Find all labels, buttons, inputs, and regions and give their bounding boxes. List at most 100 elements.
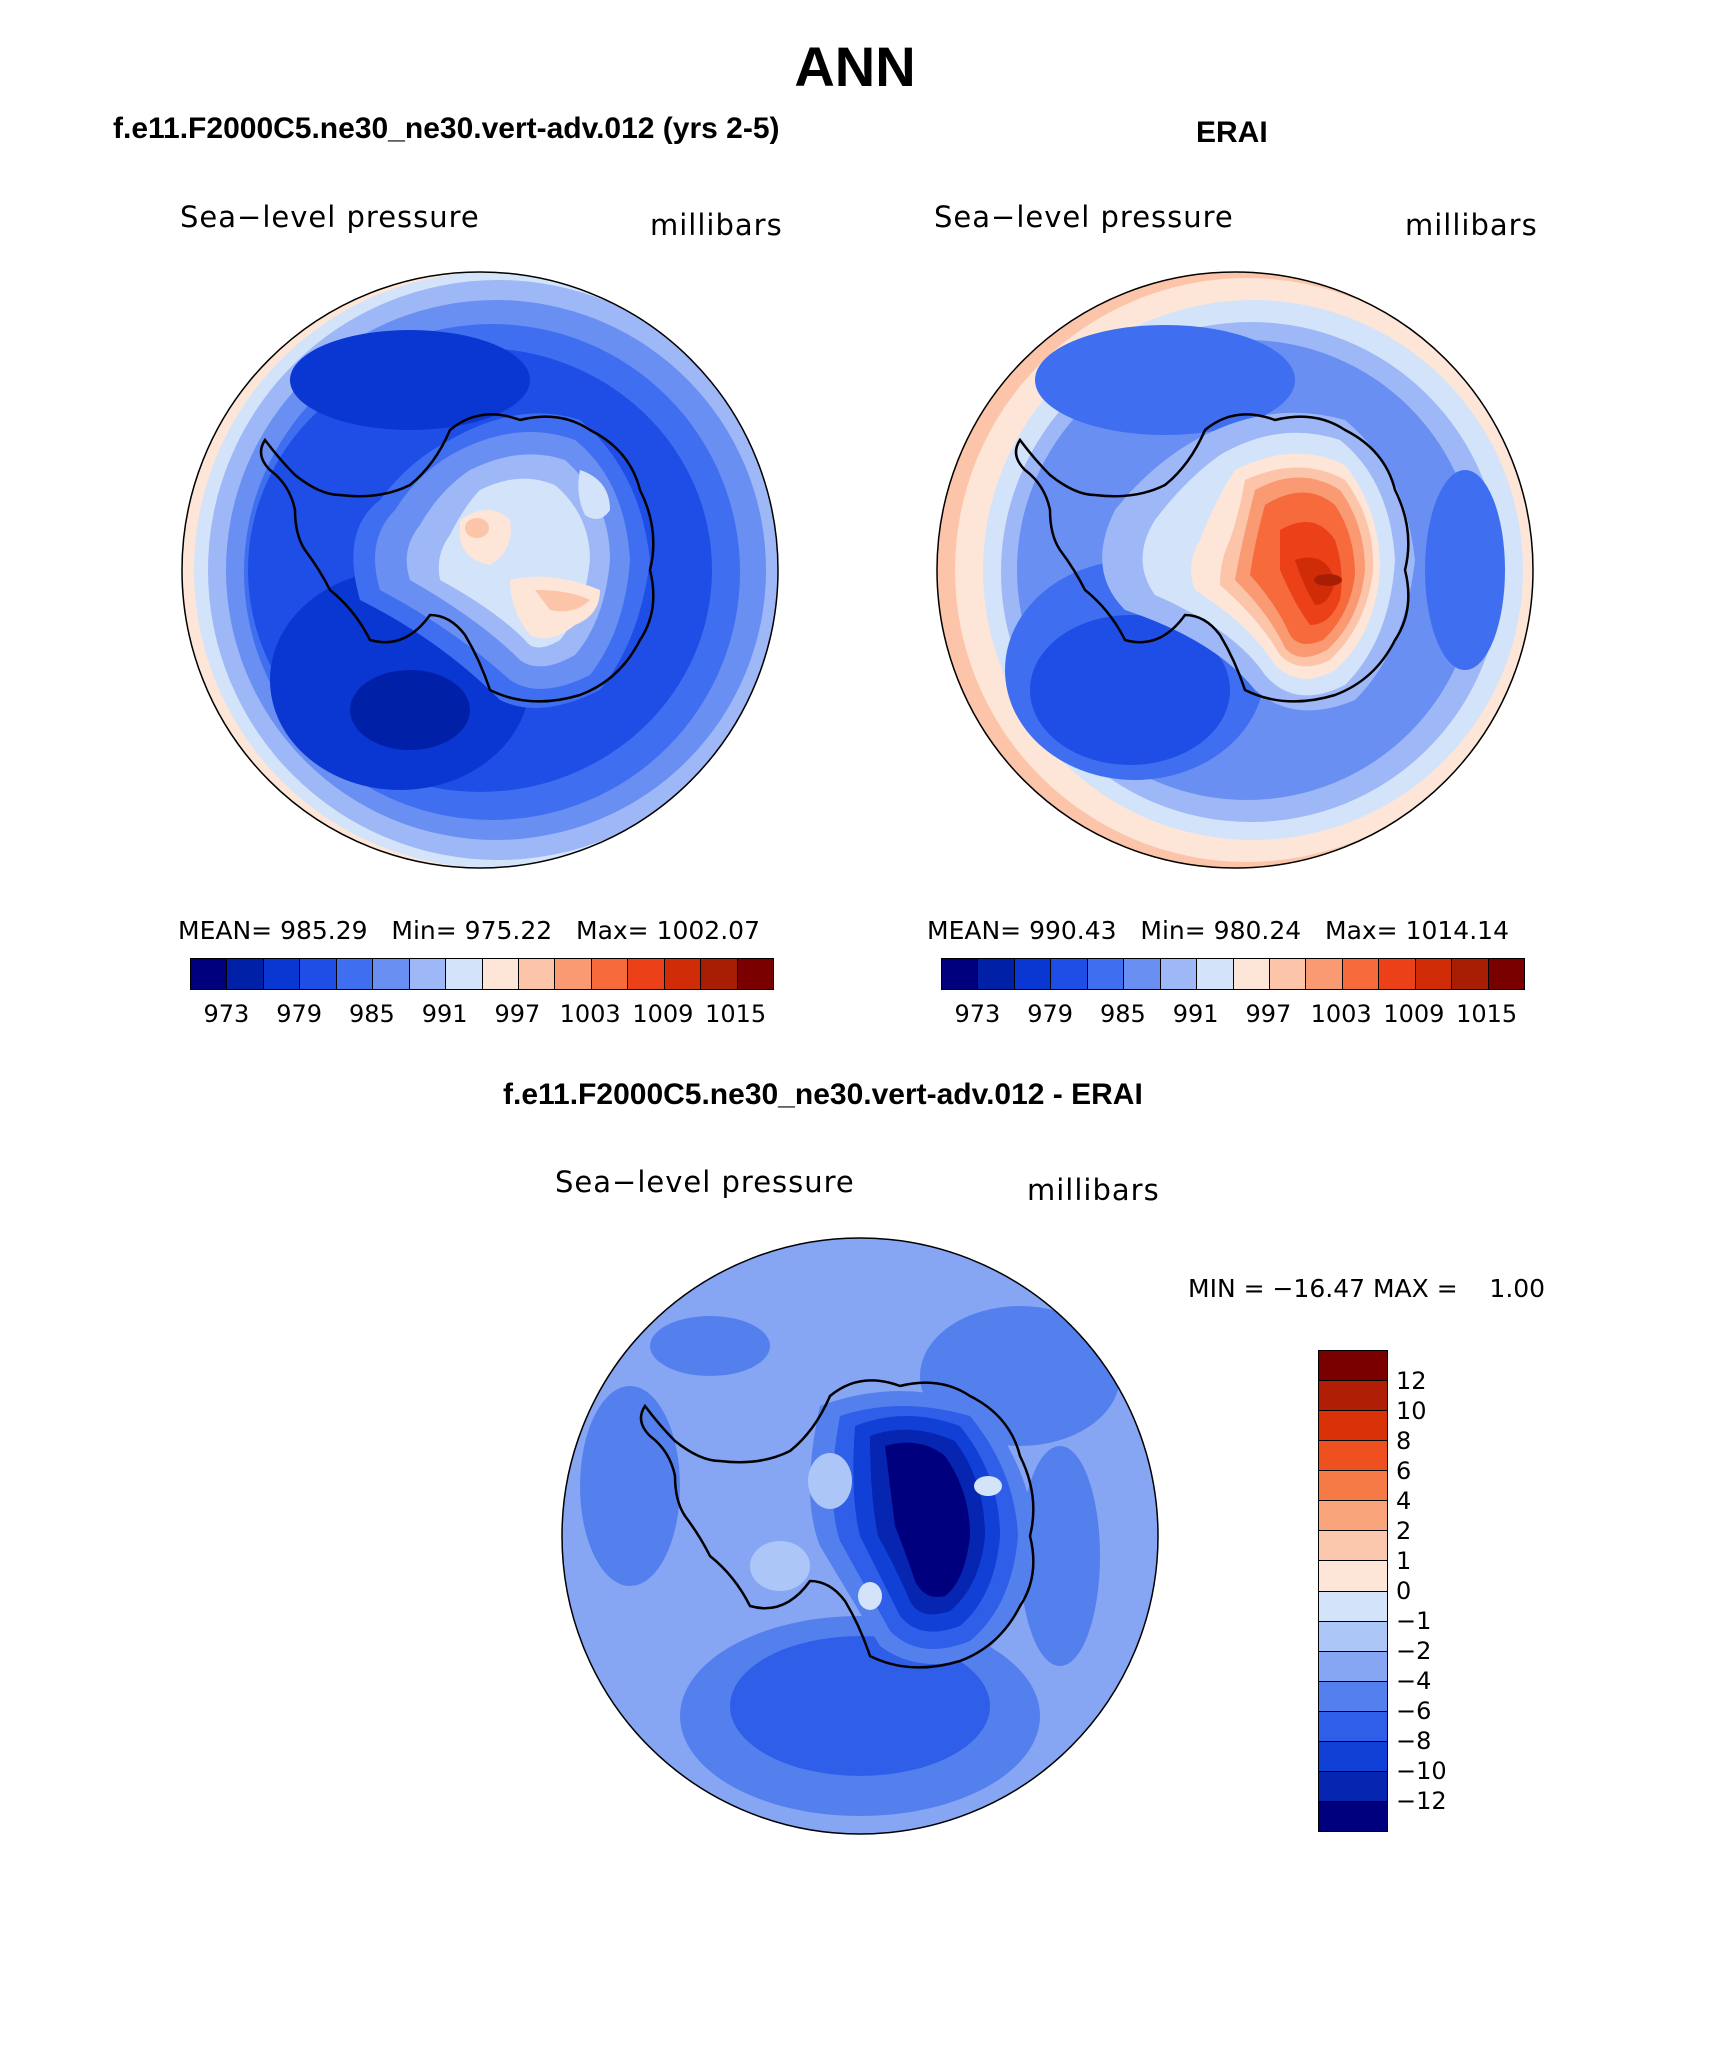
colorbar-swatch <box>483 959 519 989</box>
obs-map <box>935 270 1535 870</box>
colorbar-swatch <box>1051 959 1087 989</box>
colorbar-tick-label: 10 <box>1396 1397 1427 1425</box>
colorbar-tick-label: −4 <box>1396 1667 1431 1695</box>
colorbar-swatch <box>628 959 664 989</box>
colorbar-swatch <box>1319 1381 1387 1411</box>
colorbar-swatch <box>227 959 263 989</box>
colorbar-tick-label: −8 <box>1396 1727 1431 1755</box>
colorbar-swatch <box>1319 1471 1387 1501</box>
diff-minmax: MIN = −16.47 MAX = 1.00 <box>1188 1274 1545 1303</box>
colorbar-tick-label: 6 <box>1396 1457 1411 1485</box>
model-map <box>180 270 780 870</box>
colorbar-tick-label: −10 <box>1396 1757 1447 1785</box>
colorbar-swatch <box>1319 1531 1387 1561</box>
colorbar-tick-label: 1015 <box>1452 1000 1522 1028</box>
colorbar-swatch <box>337 959 373 989</box>
colorbar-tick-label: −2 <box>1396 1637 1431 1665</box>
colorbar-swatch <box>1452 959 1488 989</box>
obs-variable-label: Sea−level pressure <box>934 200 1234 234</box>
colorbar-swatch <box>410 959 446 989</box>
colorbar-swatch <box>1416 959 1452 989</box>
model-colorbar-ticks: 973 979 985 991 997 1003 1009 1015 <box>190 1000 772 1030</box>
colorbar-tick-label: 1003 <box>1306 1000 1376 1028</box>
obs-units-label: millibars <box>1405 208 1538 242</box>
colorbar-swatch <box>519 959 555 989</box>
colorbar-swatch <box>1489 959 1524 989</box>
colorbar-tick-label: 1009 <box>628 1000 698 1028</box>
colorbar-swatch <box>1234 959 1270 989</box>
diff-colorbar <box>1318 1350 1388 1832</box>
diff-map <box>560 1236 1160 1836</box>
colorbar-tick-label: 2 <box>1396 1517 1411 1545</box>
colorbar-swatch <box>1124 959 1160 989</box>
colorbar-swatch <box>1319 1561 1387 1591</box>
colorbar-tick-label: 979 <box>264 1000 334 1028</box>
diff-units-label: millibars <box>1027 1173 1160 1207</box>
colorbar-swatch <box>446 959 482 989</box>
obs-colorbar <box>941 958 1525 990</box>
obs-colorbar-ticks: 973 979 985 991 997 1003 1009 1015 <box>941 1000 1523 1030</box>
model-units-label: millibars <box>650 208 783 242</box>
colorbar-tick-label: 979 <box>1015 1000 1085 1028</box>
colorbar-swatch <box>1015 959 1051 989</box>
colorbar-tick-label: 1 <box>1396 1547 1411 1575</box>
colorbar-swatch <box>300 959 336 989</box>
model-variable-label: Sea−level pressure <box>180 200 480 234</box>
colorbar-tick-label: −12 <box>1396 1787 1447 1815</box>
colorbar-swatch <box>942 959 978 989</box>
colorbar-swatch <box>1161 959 1197 989</box>
colorbar-swatch <box>1319 1622 1387 1652</box>
diff-variable-label: Sea−level pressure <box>555 1165 855 1199</box>
colorbar-swatch <box>1319 1772 1387 1802</box>
colorbar-swatch <box>978 959 1014 989</box>
colorbar-swatch <box>1319 1742 1387 1772</box>
colorbar-swatch <box>1319 1351 1387 1381</box>
colorbar-swatch <box>1306 959 1342 989</box>
colorbar-swatch <box>1319 1802 1387 1831</box>
colorbar-tick-label: 4 <box>1396 1487 1411 1515</box>
colorbar-tick-label: 985 <box>337 1000 407 1028</box>
colorbar-tick-label: 1015 <box>701 1000 771 1028</box>
colorbar-tick-label: 985 <box>1088 1000 1158 1028</box>
colorbar-swatch <box>1319 1592 1387 1622</box>
colorbar-tick-label: −1 <box>1396 1607 1431 1635</box>
colorbar-tick-label: 997 <box>482 1000 552 1028</box>
colorbar-swatch <box>555 959 591 989</box>
colorbar-tick-label: 8 <box>1396 1427 1411 1455</box>
colorbar-swatch <box>701 959 737 989</box>
colorbar-swatch <box>373 959 409 989</box>
colorbar-tick-label: 973 <box>191 1000 261 1028</box>
colorbar-swatch <box>1319 1712 1387 1742</box>
colorbar-tick-label: 1009 <box>1379 1000 1449 1028</box>
colorbar-swatch <box>1197 959 1233 989</box>
colorbar-swatch <box>1319 1682 1387 1712</box>
colorbar-swatch <box>1343 959 1379 989</box>
colorbar-tick-label: 991 <box>1161 1000 1231 1028</box>
page-title: ANN <box>0 34 1710 99</box>
model-panel-title: f.e11.F2000C5.ne30_ne30.vert-adv.012 (yr… <box>113 112 780 146</box>
colorbar-swatch <box>191 959 227 989</box>
colorbar-swatch <box>1319 1501 1387 1531</box>
model-colorbar <box>190 958 774 990</box>
diff-colorbar-ticks: 12 10 8 6 4 2 1 0 −1 −2 −4 −6 −8 −10 −12 <box>1396 1350 1476 1830</box>
colorbar-swatch <box>665 959 701 989</box>
colorbar-swatch <box>1319 1411 1387 1441</box>
colorbar-tick-label: 0 <box>1396 1577 1411 1605</box>
colorbar-swatch <box>738 959 773 989</box>
colorbar-tick-label: 12 <box>1396 1367 1427 1395</box>
colorbar-tick-label: 991 <box>410 1000 480 1028</box>
colorbar-swatch <box>1319 1441 1387 1471</box>
diff-panel-title: f.e11.F2000C5.ne30_ne30.vert-adv.012 - E… <box>503 1078 1143 1112</box>
colorbar-tick-label: 1003 <box>555 1000 625 1028</box>
colorbar-swatch <box>1319 1652 1387 1682</box>
colorbar-tick-label: 973 <box>942 1000 1012 1028</box>
colorbar-swatch <box>1088 959 1124 989</box>
colorbar-swatch <box>592 959 628 989</box>
colorbar-swatch <box>1379 959 1415 989</box>
obs-stats: MEAN= 990.43 Min= 980.24 Max= 1014.14 <box>927 916 1509 945</box>
colorbar-swatch <box>264 959 300 989</box>
obs-panel-title: ERAI <box>1196 116 1268 150</box>
colorbar-tick-label: 997 <box>1233 1000 1303 1028</box>
model-stats: MEAN= 985.29 Min= 975.22 Max= 1002.07 <box>178 916 760 945</box>
colorbar-swatch <box>1270 959 1306 989</box>
